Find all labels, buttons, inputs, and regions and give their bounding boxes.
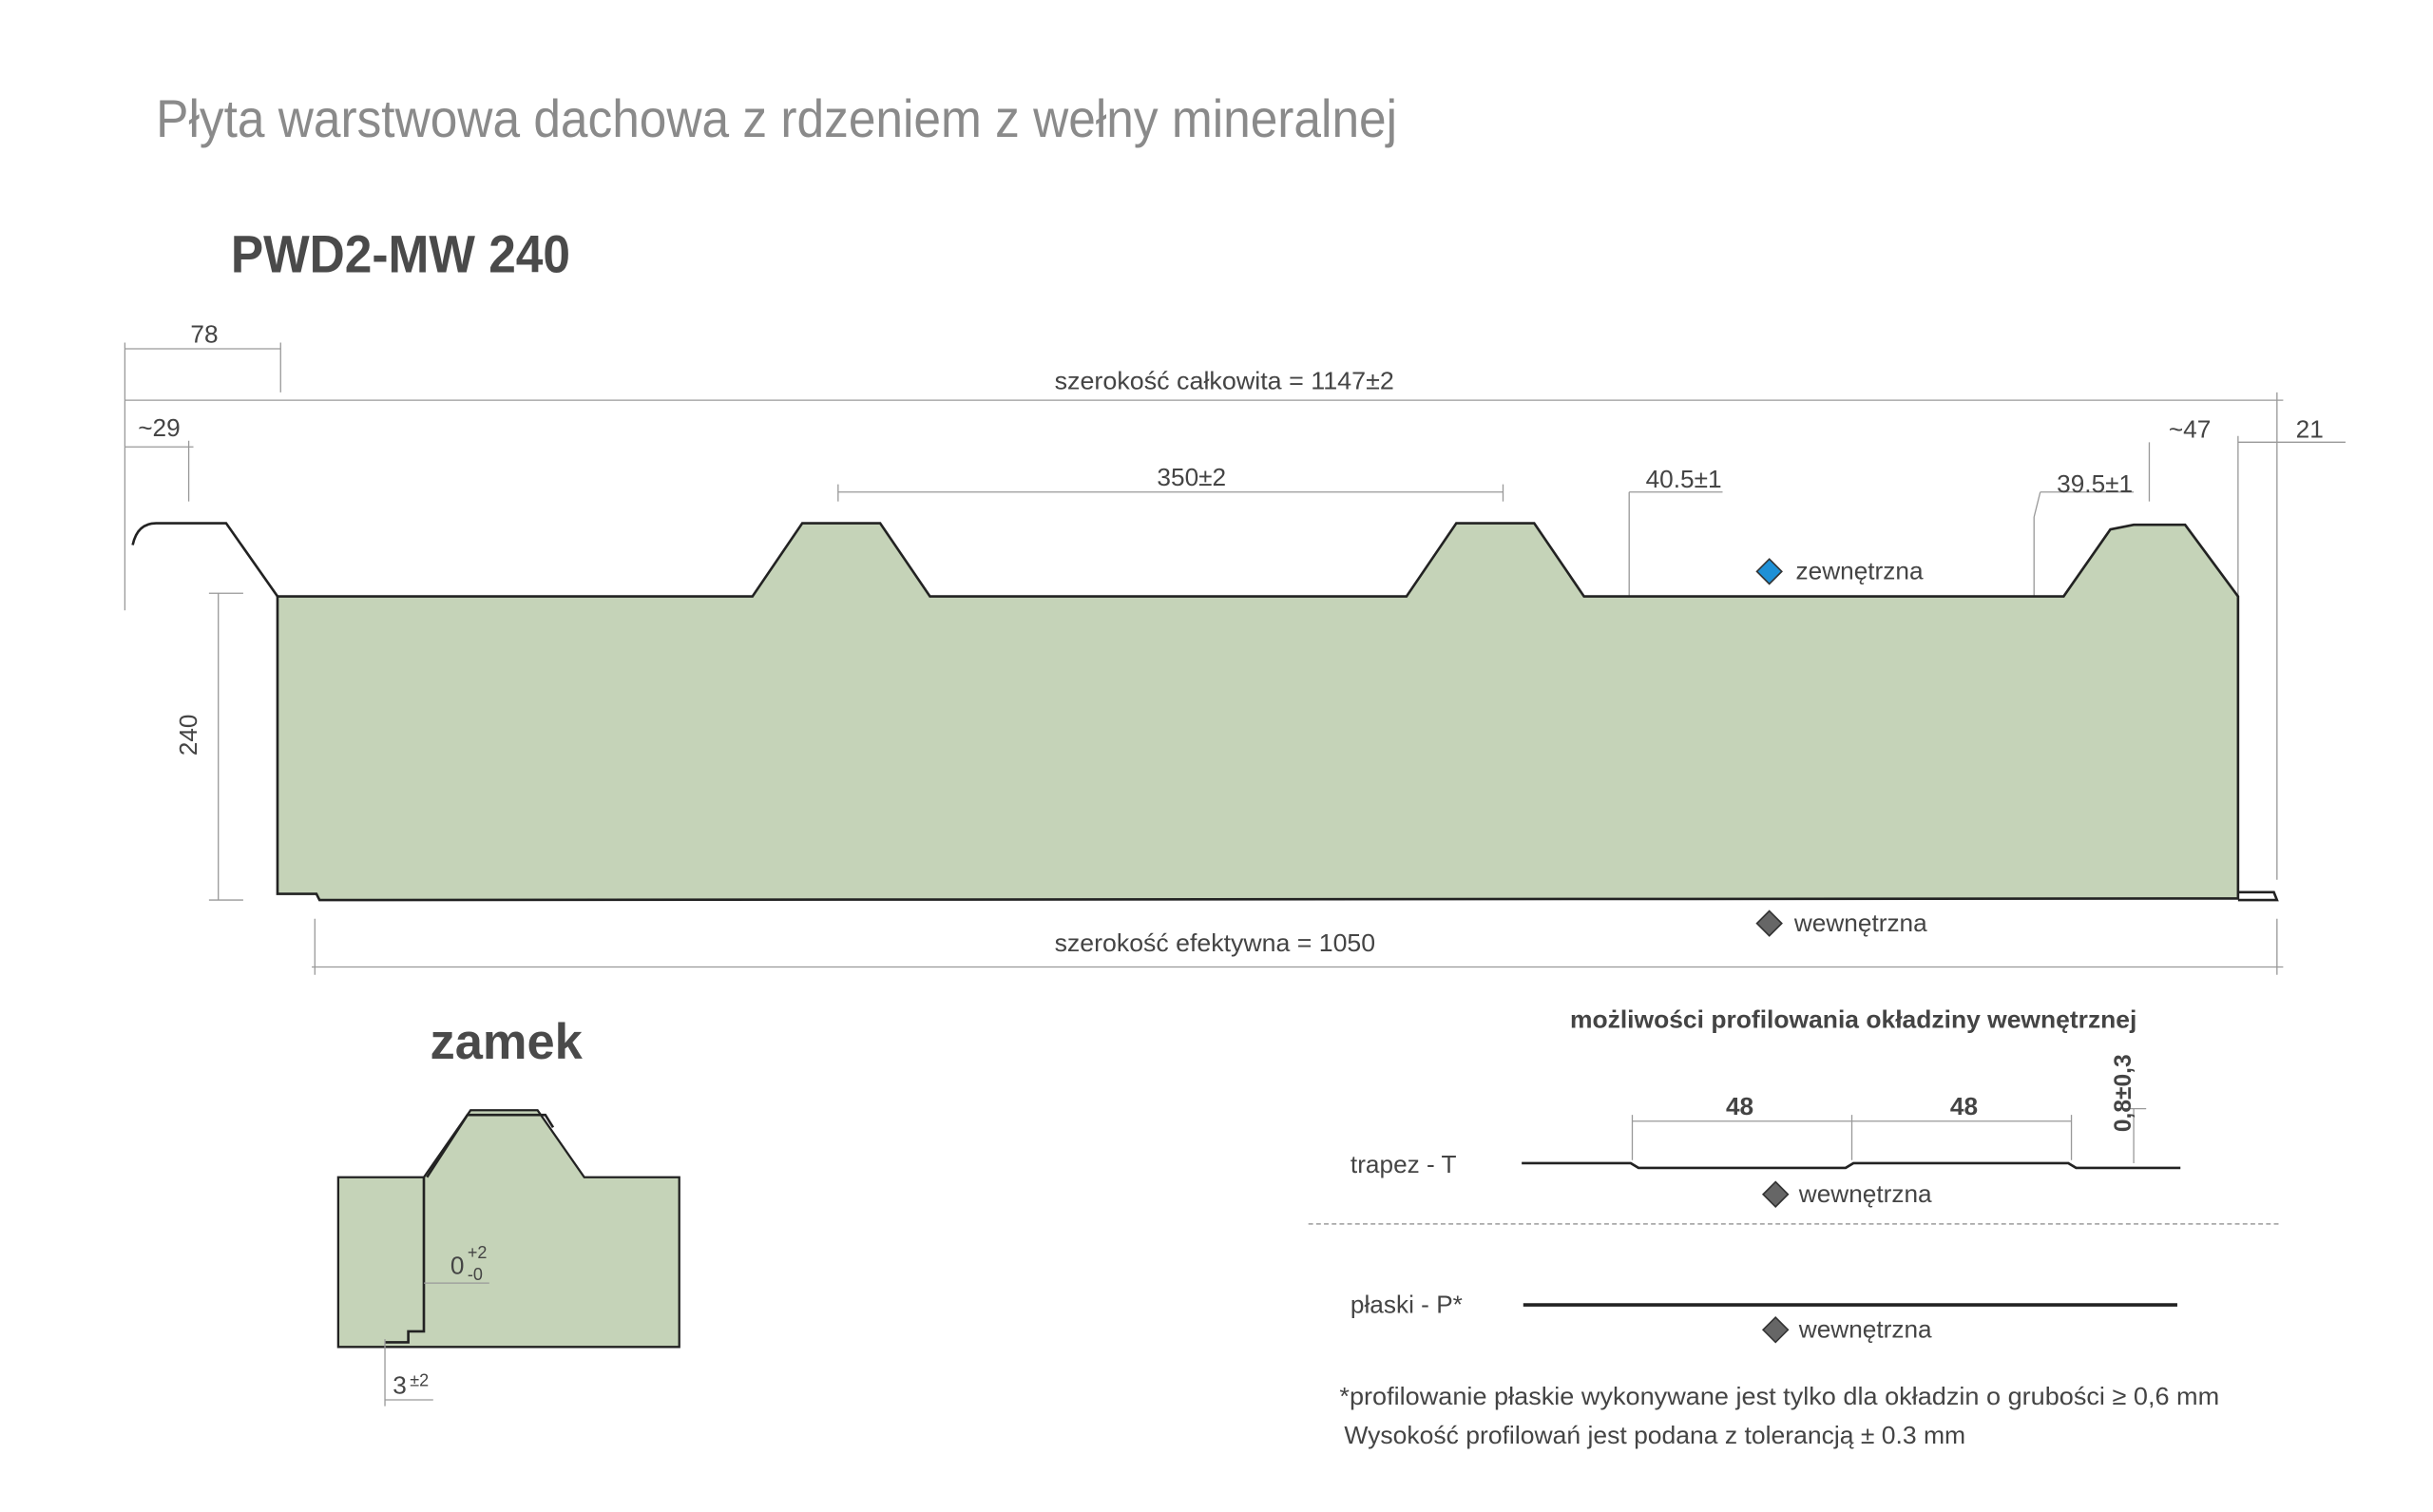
diamond-icon <box>1755 909 1783 937</box>
dim-label: 78 <box>190 319 218 348</box>
diamond-icon <box>1761 1316 1790 1344</box>
dim-label: 0 <box>450 1251 465 1279</box>
dim-label: 21 <box>2296 414 2324 443</box>
section-title: możliwości profilowania okładziny wewnęt… <box>1570 1005 2136 1033</box>
profile-label: płaski - P* <box>1351 1290 1463 1318</box>
dim-label: ±2 <box>410 1370 429 1389</box>
side-label: zewnętrzna <box>1796 557 1924 585</box>
dim-label: ~29 <box>138 413 180 442</box>
dim-label: 39.5±1 <box>2057 469 2133 498</box>
dim-label: -0 <box>468 1265 483 1284</box>
lock-dims <box>384 1282 489 1407</box>
dim-label: szerokość całkowita = 1147±2 <box>1055 367 1394 395</box>
lock-section <box>336 1109 680 1349</box>
diamond-icon <box>1755 558 1783 585</box>
profile-dims <box>1631 1107 2147 1163</box>
dim-label: 48 <box>1726 1092 1753 1120</box>
trapez-profile <box>1522 1161 2181 1170</box>
footnote: Wysokość profilowań jest podana z tolera… <box>1344 1421 1965 1449</box>
dim-label: 0,8±0,3 <box>2111 1054 2136 1132</box>
dim-label: 3 <box>393 1370 407 1399</box>
dim-label: +2 <box>468 1243 488 1262</box>
side-label: wewnętrzna <box>1798 1179 1932 1208</box>
product-name: PWD2-MW 240 <box>231 225 570 284</box>
side-label: wewnętrzna <box>1793 909 1927 937</box>
dim-label: 48 <box>1950 1092 1978 1120</box>
dim-label: ~47 <box>2169 414 2211 443</box>
dim-label: 40.5±1 <box>1646 465 1722 493</box>
diamond-icon <box>1761 1180 1790 1209</box>
lock-detail <box>385 1113 555 1344</box>
panel-section <box>276 522 2240 902</box>
dim-label: 350±2 <box>1157 463 1226 491</box>
lock-title: zamek <box>431 1015 584 1070</box>
profile-label: trapez - T <box>1351 1150 1457 1178</box>
panel-edge <box>131 522 2279 902</box>
footnote: *profilowanie płaskie wykonywane jest ty… <box>1339 1382 2219 1410</box>
dim-label: 240 <box>174 715 202 756</box>
page-title: Płyta warstwowa dachowa z rdzeniem z weł… <box>156 89 1397 148</box>
dim-label: szerokość efektywna = 1050 <box>1055 928 1376 957</box>
side-label: wewnętrzna <box>1798 1314 1932 1343</box>
